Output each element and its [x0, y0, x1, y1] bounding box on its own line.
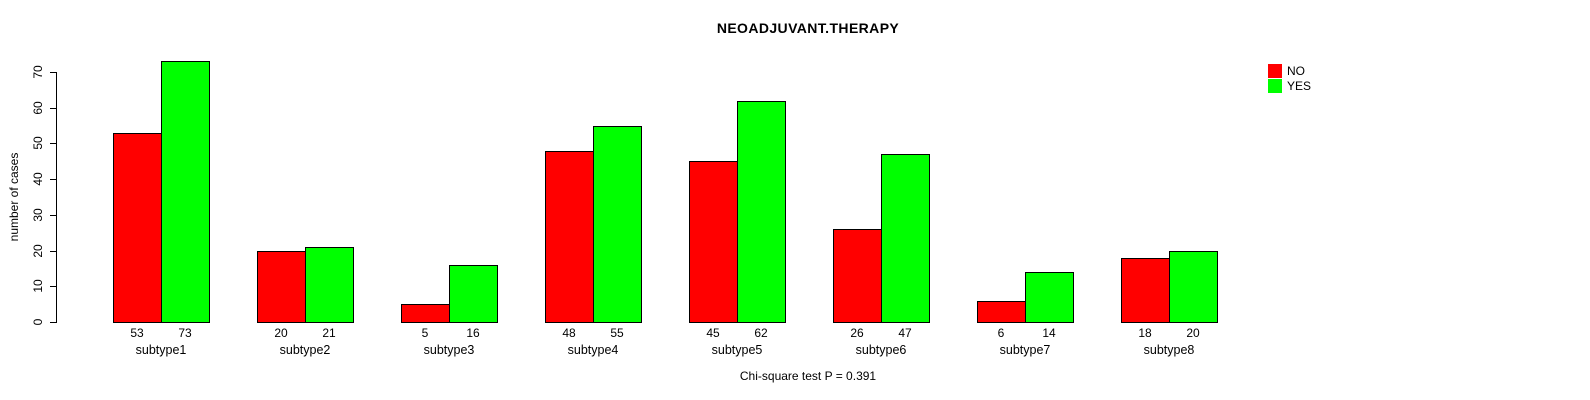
x-category-label: subtype2 — [279, 343, 331, 357]
bar-no-subtype1 — [113, 133, 162, 323]
y-axis-tick — [50, 179, 57, 180]
bar-value-label: 6 — [997, 326, 1005, 340]
y-axis-tick-label: 40 — [31, 172, 45, 186]
bar-no-subtype3 — [401, 304, 450, 323]
legend-item-yes: YES — [1268, 79, 1311, 93]
x-category-label: subtype4 — [567, 343, 619, 357]
bar-no-subtype6 — [833, 229, 882, 323]
bar-yes-subtype7 — [1025, 272, 1074, 323]
bar-value-label: 26 — [850, 326, 864, 340]
y-axis-tick — [50, 286, 57, 287]
bar-yes-subtype5 — [737, 101, 786, 323]
bar-value-label: 47 — [898, 326, 912, 340]
y-axis-tick-label: 70 — [31, 65, 45, 79]
y-axis-tick — [50, 215, 57, 216]
legend-label: YES — [1287, 79, 1312, 93]
bar-no-subtype5 — [689, 161, 738, 323]
bar-no-subtype4 — [545, 151, 594, 323]
y-axis-line — [56, 72, 57, 322]
y-axis-tick — [50, 72, 57, 73]
bar-value-label: 45 — [706, 326, 720, 340]
y-axis-tick — [50, 322, 57, 323]
bar-value-label: 62 — [754, 326, 768, 340]
bar-value-label: 18 — [1138, 326, 1152, 340]
bar-value-label: 20 — [1186, 326, 1200, 340]
x-category-label: subtype5 — [711, 343, 763, 357]
legend-swatch-no — [1268, 64, 1282, 78]
y-axis-tick-label: 30 — [31, 208, 45, 222]
bar-value-label: 48 — [562, 326, 576, 340]
legend: NO YES — [1268, 64, 1311, 93]
y-axis-tick-label: 60 — [31, 101, 45, 115]
x-category-label: subtype3 — [423, 343, 475, 357]
legend-swatch-yes — [1268, 79, 1282, 93]
bar-no-subtype7 — [977, 301, 1026, 323]
bar-value-label: 5 — [421, 326, 429, 340]
y-axis-tick-label: 20 — [31, 244, 45, 258]
bar-value-label: 16 — [466, 326, 480, 340]
chi-square-annotation: Chi-square test P = 0.391 — [739, 369, 877, 383]
x-category-label: subtype8 — [1143, 343, 1195, 357]
bar-yes-subtype2 — [305, 247, 354, 323]
bar-yes-subtype1 — [161, 61, 210, 323]
legend-item-no: NO — [1268, 64, 1311, 78]
x-category-label: subtype1 — [135, 343, 187, 357]
bar-value-label: 21 — [322, 326, 336, 340]
bar-yes-subtype6 — [881, 154, 930, 323]
y-axis-title: number of cases — [7, 152, 21, 242]
bar-value-label: 20 — [274, 326, 288, 340]
bar-no-subtype2 — [257, 251, 306, 323]
y-axis-tick — [50, 108, 57, 109]
bar-value-label: 55 — [610, 326, 624, 340]
y-axis-tick — [50, 143, 57, 144]
chart-title: NEOADJUVANT.THERAPY — [716, 20, 900, 36]
bar-yes-subtype3 — [449, 265, 498, 323]
x-category-label: subtype7 — [999, 343, 1051, 357]
bar-value-label: 73 — [178, 326, 192, 340]
bar-value-label: 53 — [130, 326, 144, 340]
bar-yes-subtype8 — [1169, 251, 1218, 323]
y-axis-tick — [50, 251, 57, 252]
y-axis-tick-label: 0 — [31, 318, 45, 326]
legend-label: NO — [1287, 64, 1305, 78]
bar-yes-subtype4 — [593, 126, 642, 323]
y-axis-tick-label: 10 — [31, 279, 45, 293]
bar-no-subtype8 — [1121, 258, 1170, 323]
y-axis-tick-label: 50 — [31, 136, 45, 150]
x-category-label: subtype6 — [855, 343, 907, 357]
bar-value-label: 14 — [1042, 326, 1056, 340]
